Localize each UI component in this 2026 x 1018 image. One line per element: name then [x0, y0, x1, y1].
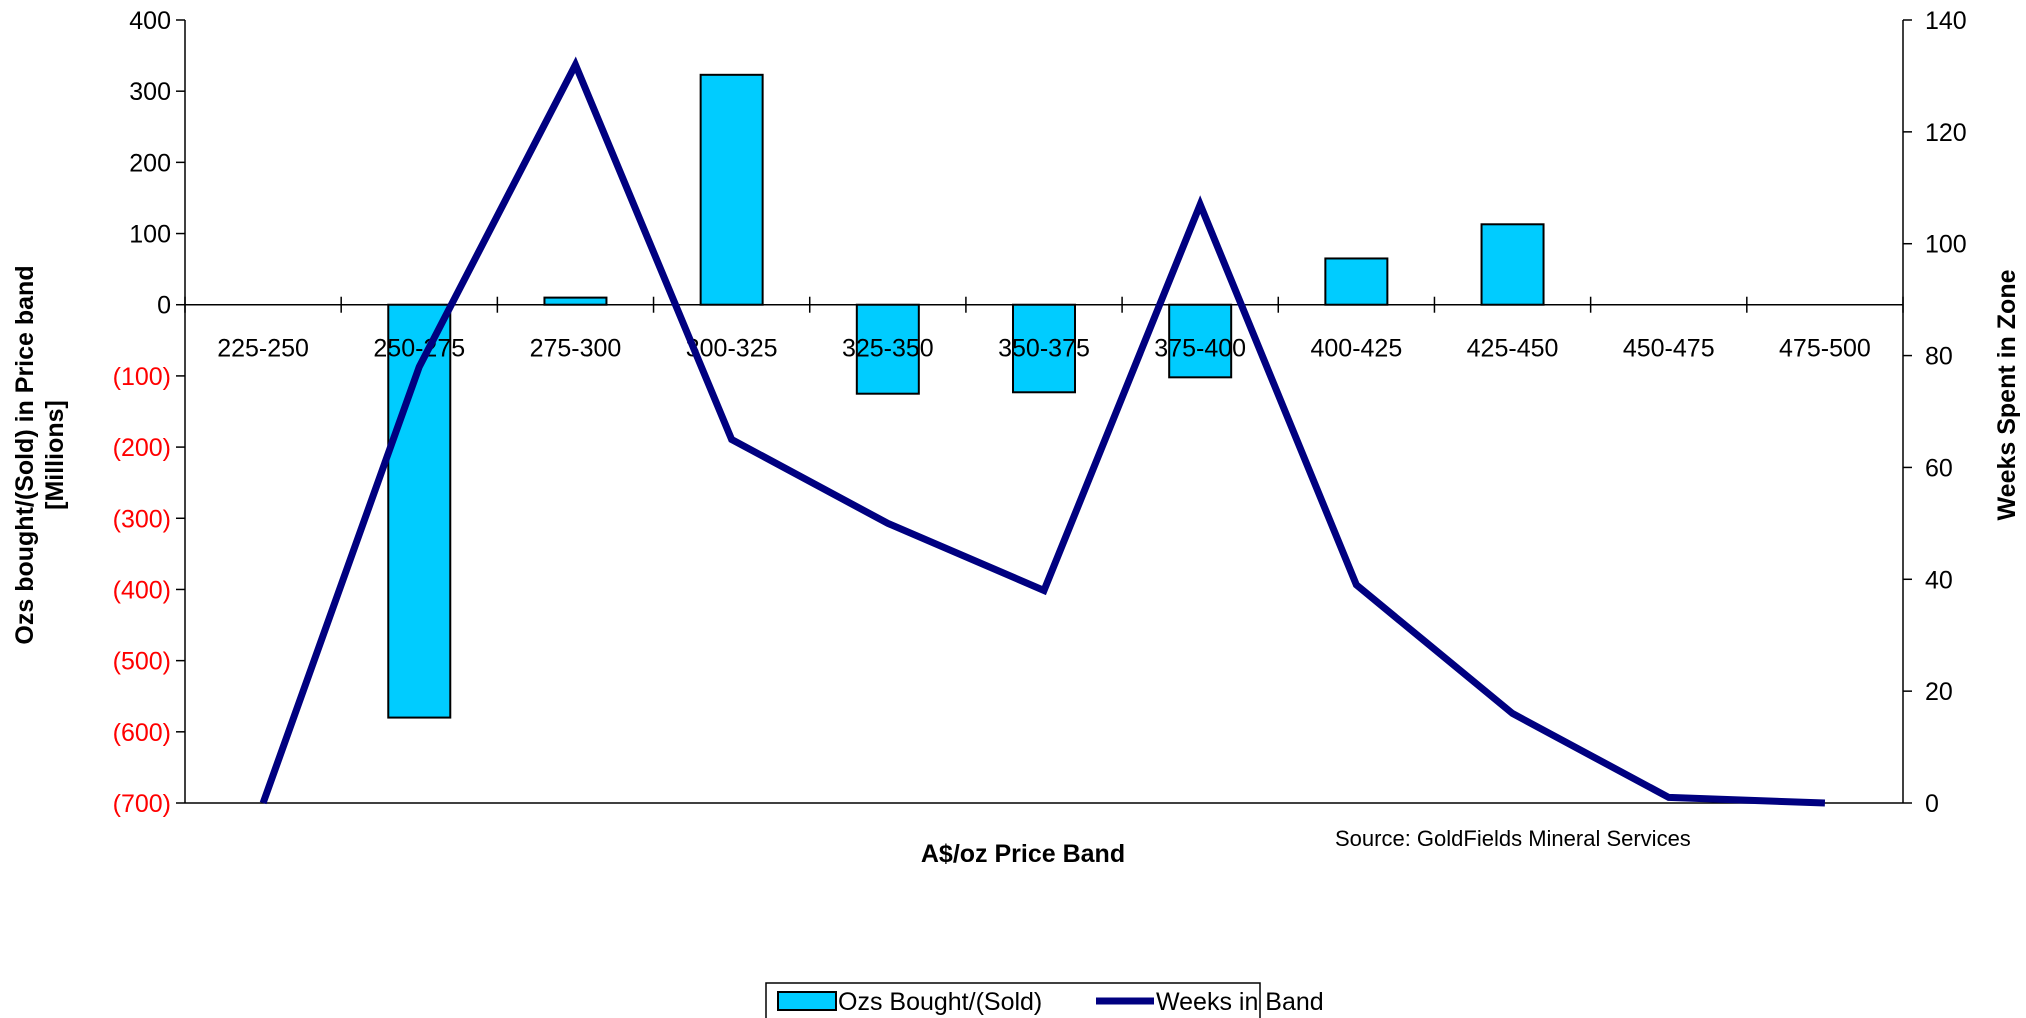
y2-tick-label: 0: [1925, 790, 1939, 818]
x-tick-label: 375-400: [1154, 335, 1246, 363]
y2-tick-label: 80: [1925, 343, 1953, 371]
x-tick-label: 450-475: [1623, 335, 1715, 363]
weeks-line-group: [259, 56, 1826, 807]
y2-tick-label: 40: [1925, 566, 1953, 594]
y-tick-label: (100): [113, 363, 171, 391]
y2-tick-label: 100: [1925, 231, 1967, 259]
y-axis-title: Ozs bought/(Sold) in Price band [Million…: [11, 265, 69, 644]
weeks-in-band-line: [259, 56, 1826, 807]
y2-axis-title: Weeks Spent in Zone: [1993, 269, 2021, 520]
y-tick-label: 200: [129, 149, 171, 177]
bar-275-300: [543, 296, 608, 306]
y-tick-label: 0: [157, 292, 171, 320]
bar-300-325: [699, 73, 764, 306]
y2-tick-label: 140: [1925, 7, 1967, 35]
y-tick-label: (700): [113, 790, 171, 818]
legend: Ozs Bought/(Sold) Weeks in Band: [765, 982, 1324, 1018]
x-tick-label: 350-375: [998, 335, 1090, 363]
x-tick-label: 225-250: [217, 335, 309, 363]
y-tick-label: (600): [113, 719, 171, 747]
y-axis-title-line-1: Ozs bought/(Sold) in Price band: [11, 265, 39, 644]
y-tick-label: 400: [129, 7, 171, 35]
bar-375-400: [1168, 303, 1233, 379]
y-tick-label: (400): [113, 576, 171, 604]
source-annotation: Source: GoldFields Mineral Services: [1335, 826, 1691, 851]
y-tick-label: (300): [113, 505, 171, 533]
y-tick-label: (200): [113, 434, 171, 462]
y-tick-label: 300: [129, 78, 171, 106]
bars-group: [387, 73, 1545, 719]
y-axis-title-line-2: [Millions]: [41, 400, 69, 510]
x-tick-label: 250-275: [373, 335, 465, 363]
x-tick-label: 400-425: [1310, 335, 1402, 363]
legend-frame: [765, 982, 1261, 1018]
legend-bar-label: Ozs Bought/(Sold): [838, 988, 1042, 1016]
bar-325-350: [855, 303, 920, 395]
x-tick-label: 275-300: [530, 335, 622, 363]
right-y-axis-group: 140 120 100 80 60 40 20 0: [1902, 7, 1967, 818]
x-tick-label: 475-500: [1779, 335, 1871, 363]
x-tick-label: 325-350: [842, 335, 934, 363]
y2-tick-label: 60: [1925, 454, 1953, 482]
y-tick-label: 100: [129, 221, 171, 249]
x-tick-label: 425-450: [1467, 335, 1559, 363]
left-y-axis-group: 400 300 200 100 0 (100) (200) (300) (400) (500) (6…: [113, 7, 1903, 818]
bar-400-425: [1324, 257, 1389, 306]
legend-line-label: Weeks in Band: [1156, 988, 1324, 1016]
x-axis-title: A$/oz Price Band: [921, 840, 1125, 868]
legend-bar-swatch: [777, 991, 837, 1011]
y2-tick-label: 20: [1925, 678, 1953, 706]
y-tick-label: (500): [113, 648, 171, 676]
y2-tick-label: 120: [1925, 119, 1967, 147]
bar-425-450: [1480, 223, 1545, 306]
x-axis-group: 225-250 250-275 275-300 300-325 325-350 350-3…: [184, 296, 1904, 363]
